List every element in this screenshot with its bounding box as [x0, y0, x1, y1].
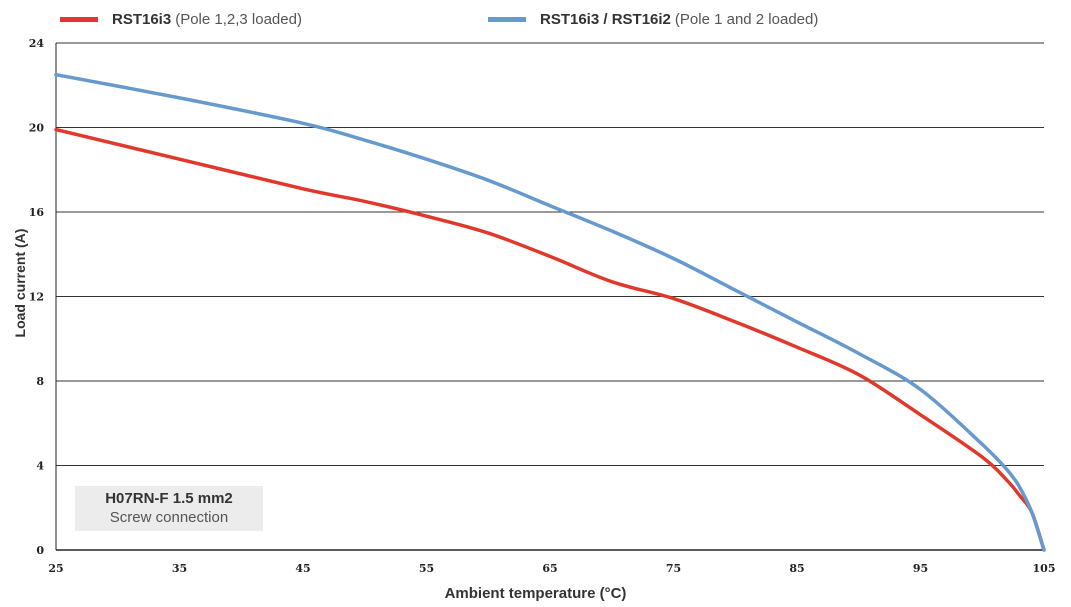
series-line-2 — [54, 72, 1046, 552]
annotation-line-1: H07RN-F 1.5 mm2 — [105, 490, 233, 507]
x-tick-105: 105 — [1033, 562, 1056, 575]
x-tick-55: 55 — [419, 562, 434, 575]
series-line-1 — [54, 127, 1046, 552]
x-tick-25: 25 — [48, 562, 63, 575]
x-tick-35: 35 — [172, 562, 187, 575]
legend-name-1: RST16i3 — [112, 10, 172, 28]
legend-item-2: RST16i3 / RST16i2 (Pole 1 and 2 loaded) — [488, 8, 818, 30]
y-tick-16: 16 — [29, 206, 45, 219]
y-tick-0: 0 — [36, 544, 44, 557]
x-tick-65: 65 — [542, 562, 557, 575]
cable-annotation-box: H07RN-F 1.5 mm2 Screw connection — [75, 486, 263, 531]
y-tick-labels: 0 4 8 12 16 20 24 — [29, 37, 45, 557]
legend-item-1: RST16i3 (Pole 1,2,3 loaded) — [60, 8, 302, 30]
legend-swatch-1 — [60, 16, 98, 22]
y-tick-8: 8 — [36, 375, 44, 388]
y-axis-label: Load current (A) — [12, 228, 28, 338]
x-tick-45: 45 — [295, 562, 310, 575]
y-tick-24: 24 — [29, 37, 45, 50]
x-tick-85: 85 — [789, 562, 804, 575]
x-tick-95: 95 — [913, 562, 928, 575]
grid-lines — [55, 42, 1044, 551]
annotation-line-2: Screw connection — [109, 509, 229, 526]
legend-note-2: (Pole 1 and 2 loaded) — [674, 10, 819, 28]
y-tick-4: 4 — [36, 460, 44, 473]
x-tick-labels: 25 35 45 55 65 75 85 95 105 — [48, 562, 1055, 575]
legend-note-1: (Pole 1,2,3 loaded) — [175, 10, 302, 28]
x-tick-75: 75 — [666, 562, 681, 575]
legend-name-2: RST16i3 / RST16i2 — [540, 10, 671, 28]
legend-swatch-2 — [488, 16, 526, 22]
x-axis-label: Ambient temperature (°C) — [444, 585, 627, 602]
y-tick-12: 12 — [29, 291, 44, 304]
series-lines — [54, 72, 1046, 552]
y-tick-20: 20 — [29, 122, 45, 135]
